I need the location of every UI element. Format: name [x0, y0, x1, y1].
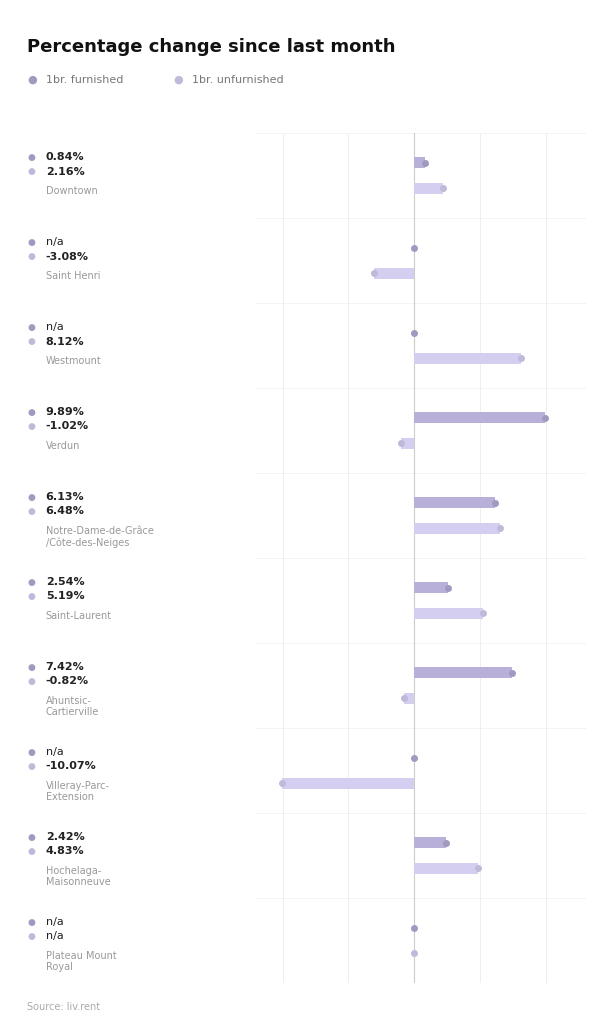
Bar [414, 608, 483, 618]
Bar [414, 183, 443, 194]
Text: 7.42%: 7.42% [46, 663, 85, 672]
Text: ●: ● [27, 167, 35, 176]
Text: ●: ● [27, 592, 35, 601]
Text: n/a: n/a [46, 238, 63, 247]
Text: -10.07%: -10.07% [46, 762, 96, 771]
Text: 6.13%: 6.13% [46, 493, 84, 502]
Text: ●: ● [27, 762, 35, 771]
Text: Ahuntsic-
Cartierville: Ahuntsic- Cartierville [46, 696, 99, 718]
Bar [414, 498, 495, 508]
Text: ●: ● [27, 663, 35, 672]
Bar [414, 863, 478, 873]
Text: n/a: n/a [46, 918, 63, 927]
Text: -0.82%: -0.82% [46, 677, 89, 686]
Text: 0.84%: 0.84% [46, 153, 84, 162]
Bar [414, 353, 522, 364]
Text: ●: ● [27, 493, 35, 502]
Text: ●: ● [27, 847, 35, 856]
Text: Plateau Mount
Royal: Plateau Mount Royal [46, 950, 117, 973]
Text: 1br. furnished: 1br. furnished [46, 75, 123, 85]
Bar [414, 668, 512, 678]
Text: n/a: n/a [46, 748, 63, 757]
Bar [282, 778, 414, 788]
Text: ●: ● [27, 422, 35, 431]
Text: ●: ● [27, 677, 35, 686]
Text: ●: ● [27, 153, 35, 162]
Text: 2.42%: 2.42% [46, 833, 85, 842]
Text: Downtown: Downtown [46, 186, 98, 196]
Text: Source: liv.rent: Source: liv.rent [27, 1001, 101, 1012]
Text: ●: ● [27, 337, 35, 346]
Text: Westmount: Westmount [46, 356, 101, 366]
Text: Percentage change since last month: Percentage change since last month [27, 38, 396, 56]
Text: n/a: n/a [46, 323, 63, 332]
Bar [414, 158, 425, 168]
Text: 5.19%: 5.19% [46, 592, 84, 601]
Text: Verdun: Verdun [46, 440, 80, 451]
Bar [414, 413, 545, 423]
Text: Saint Henri: Saint Henri [46, 271, 100, 281]
Text: ●: ● [27, 507, 35, 516]
Text: ●: ● [27, 75, 37, 85]
Text: ●: ● [27, 918, 35, 927]
Text: ●: ● [27, 238, 35, 247]
Text: Saint-Laurent: Saint-Laurent [46, 610, 112, 621]
Text: ●: ● [27, 408, 35, 417]
Text: ●: ● [27, 323, 35, 332]
Text: 6.48%: 6.48% [46, 507, 85, 516]
Text: 2.16%: 2.16% [46, 167, 85, 176]
Text: Hochelaga-
Maisonneuve: Hochelaga- Maisonneuve [46, 866, 110, 888]
Text: -1.02%: -1.02% [46, 422, 89, 431]
Bar [374, 268, 414, 279]
Text: 4.83%: 4.83% [46, 847, 84, 856]
Text: Notre-Dame-de-Grâce
/Côte-des-Neiges: Notre-Dame-de-Grâce /Côte-des-Neiges [46, 526, 154, 548]
Text: ●: ● [27, 932, 35, 941]
Text: Villeray-Parc-
Extension: Villeray-Parc- Extension [46, 780, 110, 803]
Bar [414, 838, 446, 848]
Text: ●: ● [27, 252, 35, 261]
Text: 9.89%: 9.89% [46, 408, 85, 417]
Bar [414, 583, 448, 593]
Bar [401, 438, 414, 449]
Text: ●: ● [174, 75, 184, 85]
Bar [403, 693, 414, 703]
Bar [414, 523, 500, 534]
Text: 8.12%: 8.12% [46, 337, 84, 346]
Text: 2.54%: 2.54% [46, 578, 84, 587]
Text: n/a: n/a [46, 932, 63, 941]
Text: ●: ● [27, 833, 35, 842]
Text: -3.08%: -3.08% [46, 252, 88, 261]
Text: 1br. unfurnished: 1br. unfurnished [192, 75, 284, 85]
Text: ●: ● [27, 748, 35, 757]
Text: ●: ● [27, 578, 35, 587]
